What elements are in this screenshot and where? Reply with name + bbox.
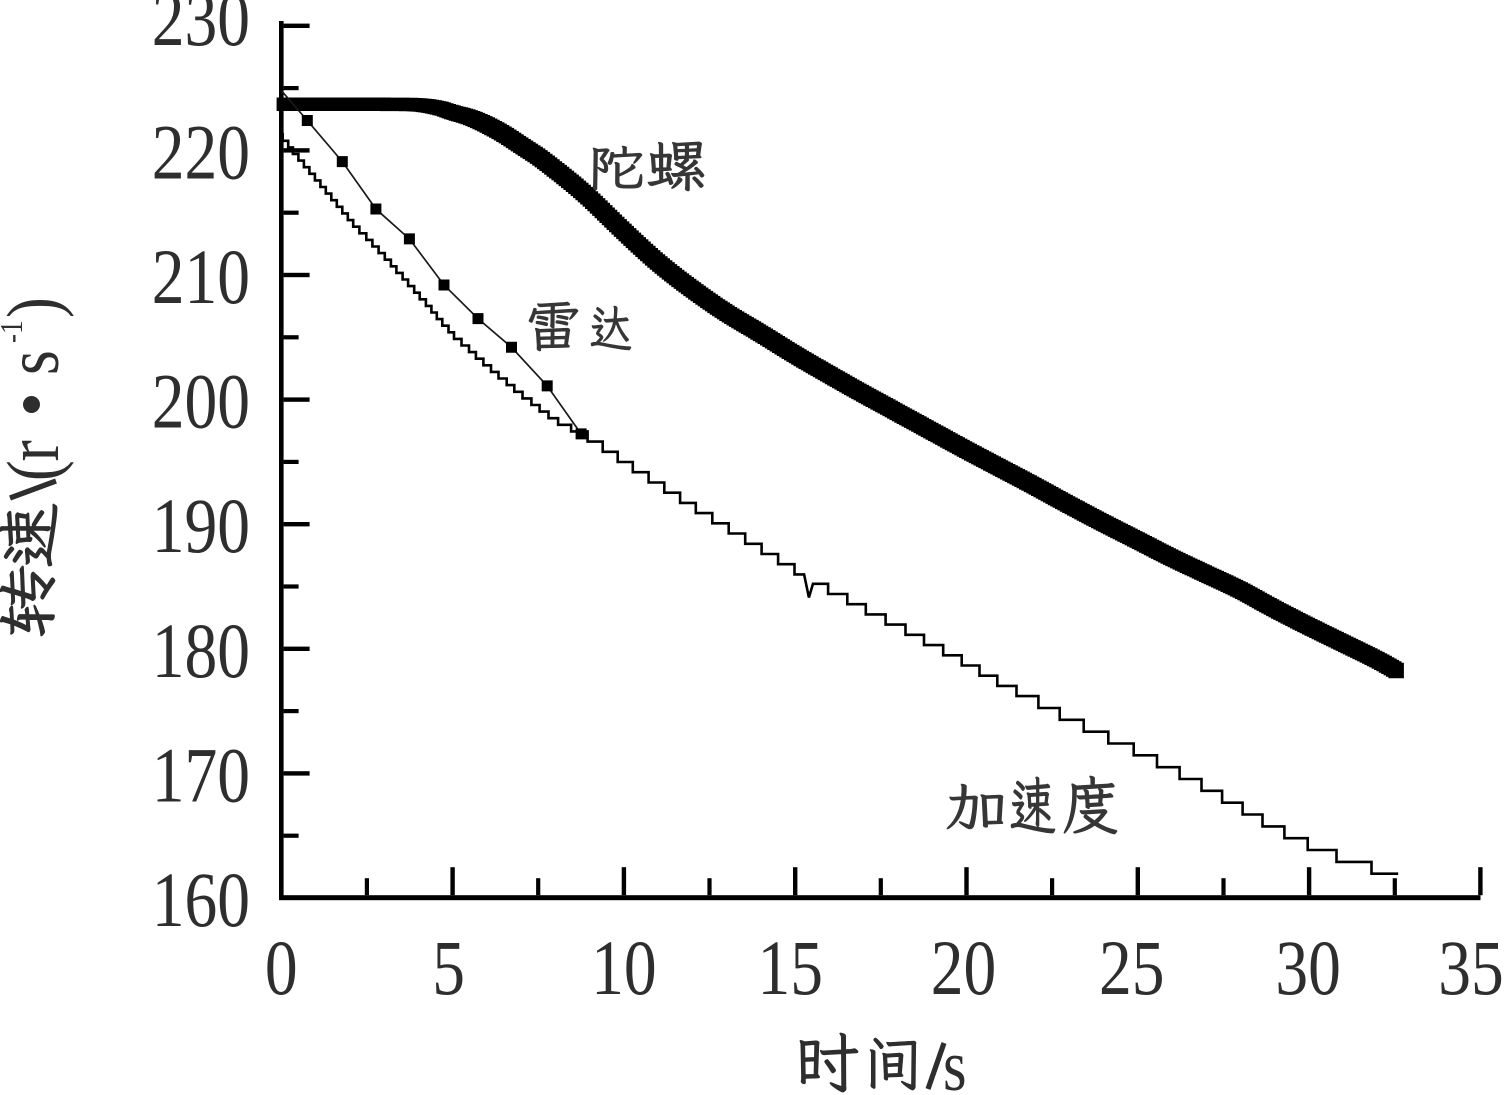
- svg-text:180: 180: [152, 607, 250, 694]
- svg-text:): ): [0, 297, 74, 318]
- svg-text:5: 5: [432, 925, 465, 1012]
- svg-text:210: 210: [152, 234, 250, 321]
- svg-text:0: 0: [265, 925, 298, 1012]
- svg-text:(: (: [0, 460, 74, 481]
- svg-text:230: 230: [152, 0, 250, 62]
- svg-text:10: 10: [591, 925, 657, 1012]
- svg-text:200: 200: [152, 358, 250, 445]
- svg-text:r: r: [0, 440, 75, 461]
- svg-text:220: 220: [152, 109, 250, 196]
- svg-text:-1: -1: [0, 321, 30, 343]
- svg-text:s: s: [0, 350, 75, 375]
- svg-text:190: 190: [152, 483, 250, 570]
- svg-text:160: 160: [152, 857, 250, 944]
- svg-text:20: 20: [931, 925, 997, 1012]
- svg-text:30: 30: [1275, 925, 1341, 1012]
- svg-text:15: 15: [757, 925, 823, 1012]
- svg-text:170: 170: [152, 732, 250, 819]
- svg-text:25: 25: [1099, 925, 1165, 1012]
- svg-text:s: s: [943, 1027, 967, 1095]
- svg-text:35: 35: [1438, 925, 1504, 1012]
